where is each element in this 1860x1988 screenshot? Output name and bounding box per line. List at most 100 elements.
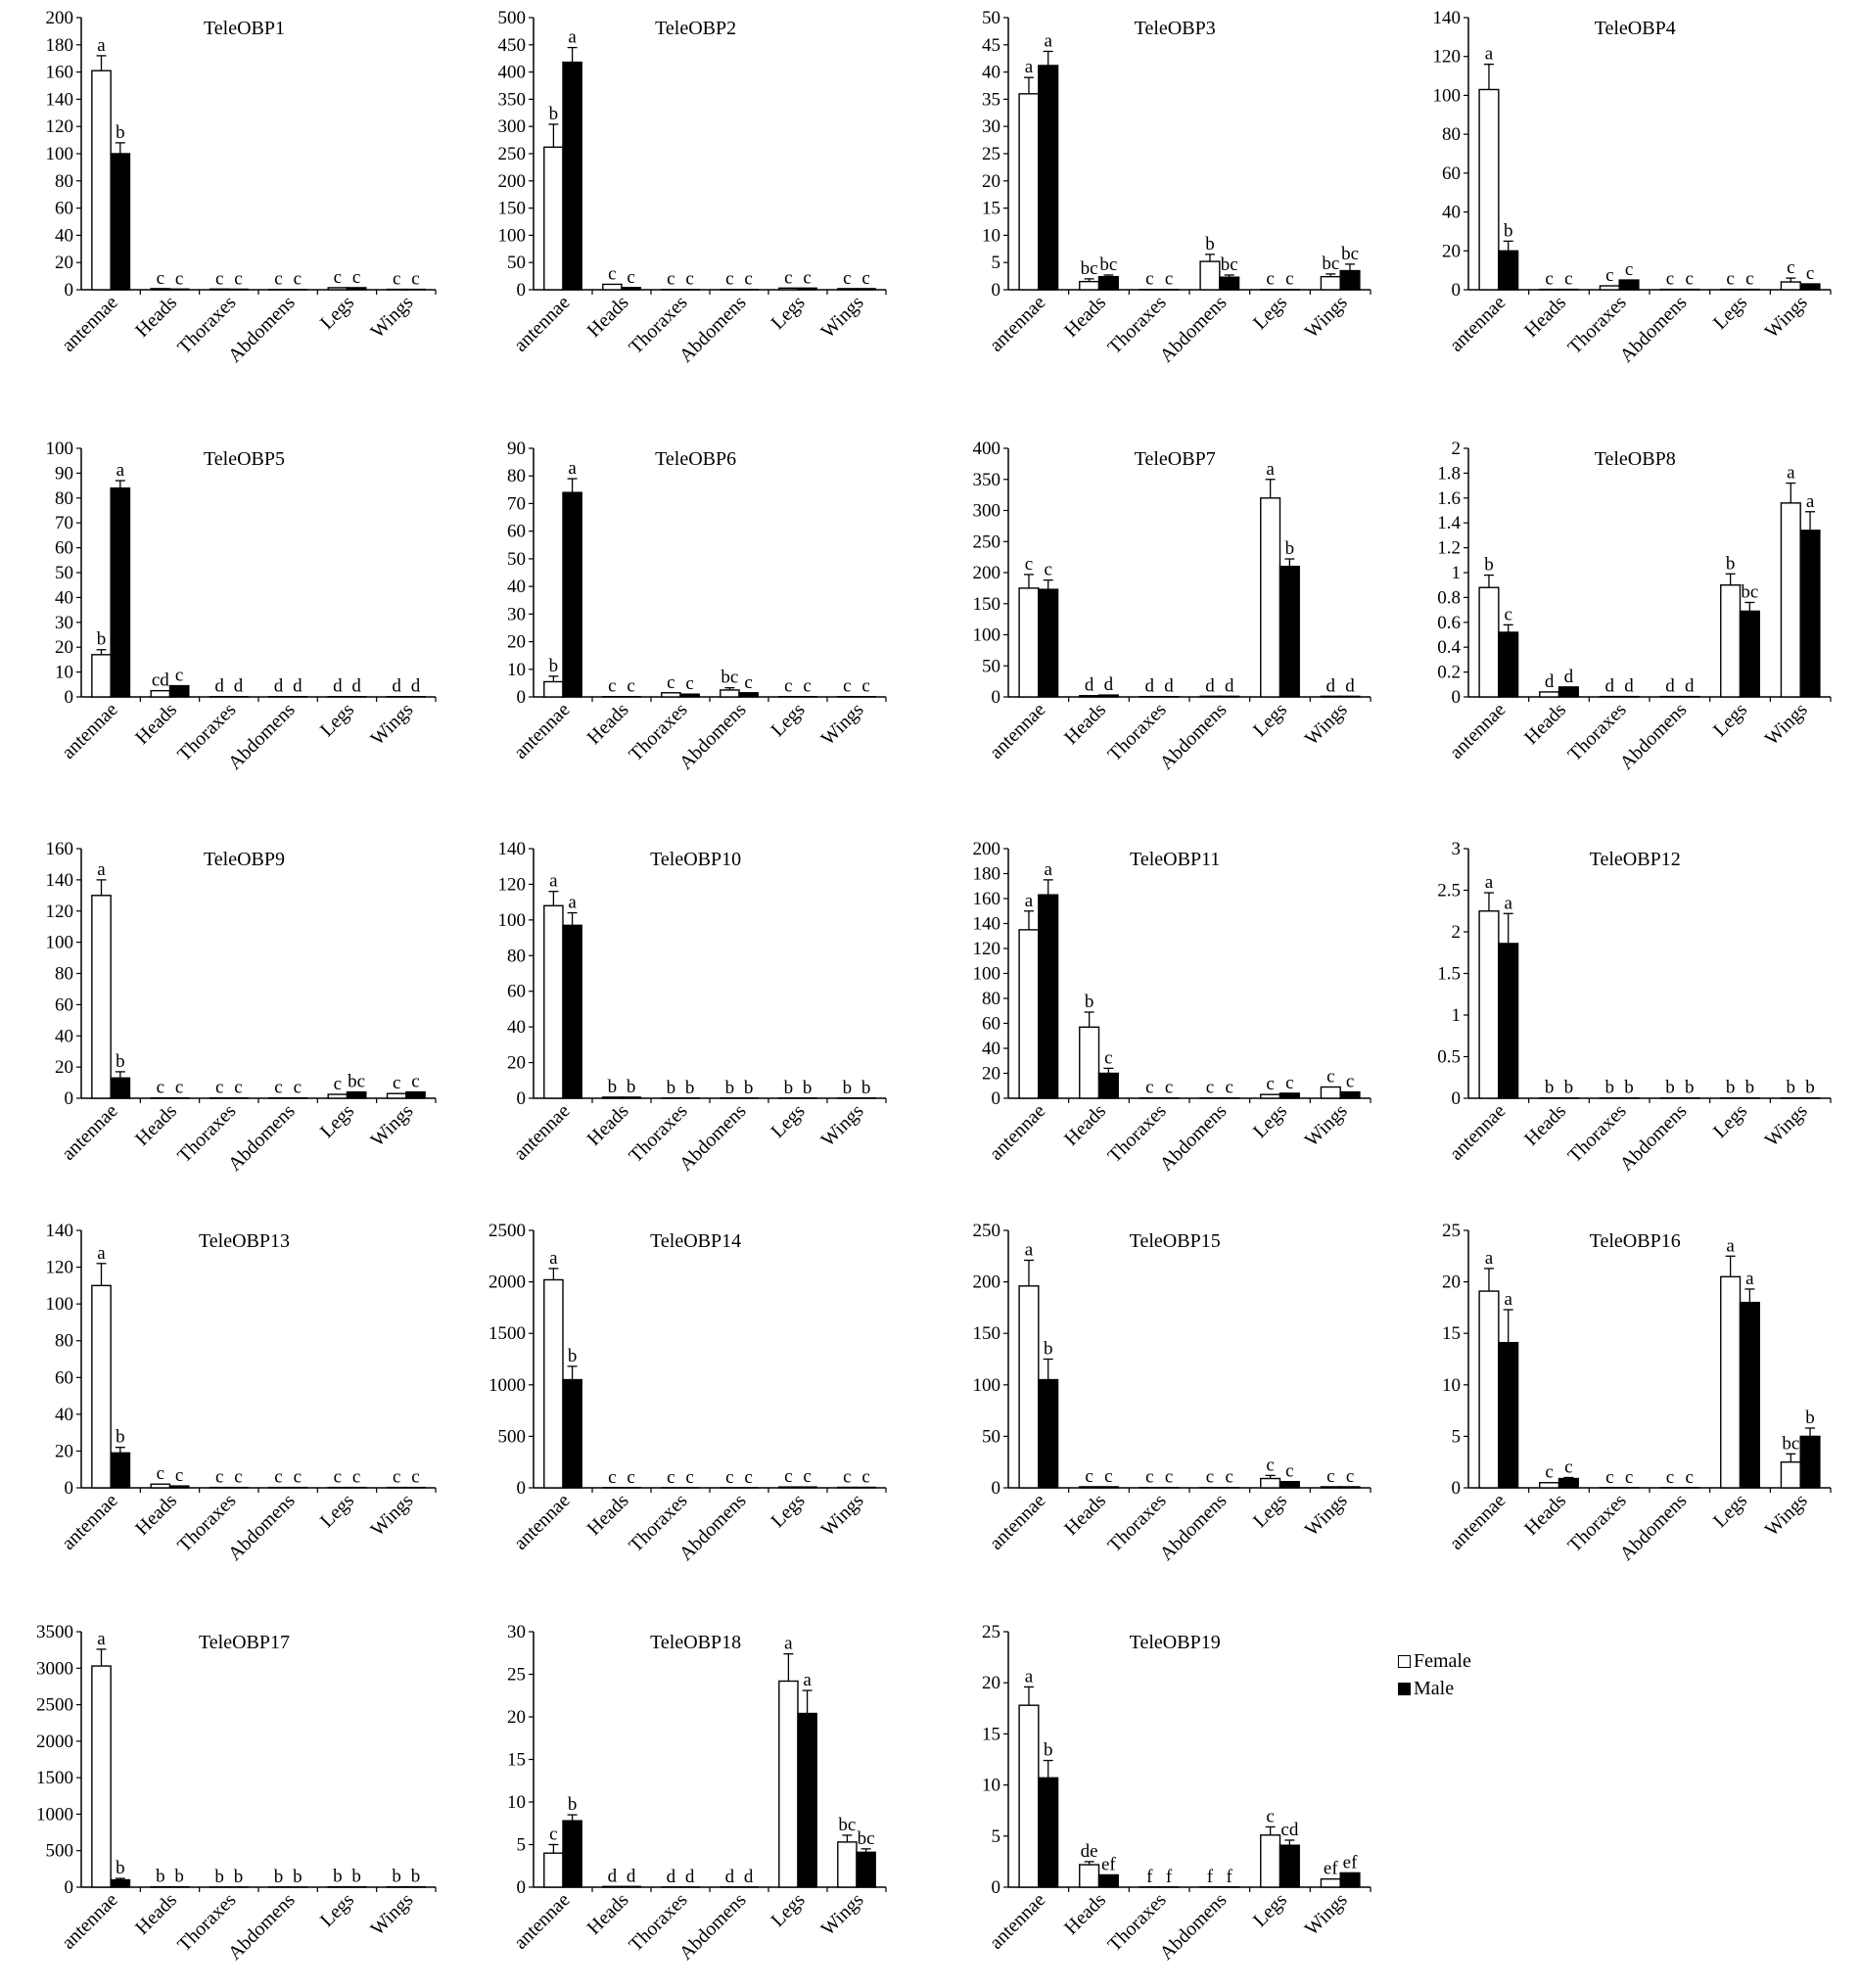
x-tick-label: Legs — [1249, 1889, 1291, 1931]
y-tick-label: 250 — [498, 144, 527, 164]
significance-label: a — [1044, 30, 1052, 51]
significance-label: d — [725, 1867, 735, 1887]
chart-title: TeleOBP13 — [199, 1230, 290, 1252]
bar-male — [168, 288, 190, 291]
bar-female — [837, 1841, 858, 1888]
significance-label: d — [214, 676, 224, 697]
y-tick-label: 10 — [982, 225, 1000, 246]
significance-label: b — [1285, 538, 1295, 559]
bar-male — [1097, 1873, 1119, 1888]
significance-label: c — [1326, 1067, 1334, 1087]
significance-label: c — [1285, 269, 1293, 290]
y-tick-label: 400 — [973, 439, 1001, 459]
chart-title: TeleOBP16 — [1590, 1230, 1681, 1252]
significance-label: b — [1665, 1078, 1675, 1098]
significance-label: b — [568, 1346, 578, 1366]
bar-male — [856, 288, 876, 291]
bar-male — [110, 1452, 131, 1489]
bar-female — [1079, 695, 1100, 698]
significance-label: b — [97, 629, 107, 650]
significance-label: c — [1545, 1462, 1553, 1483]
y-tick-label: 90 — [507, 439, 526, 459]
significance-label: c — [843, 676, 851, 697]
y-tick-label: 25 — [982, 144, 1000, 164]
chart-panel-14: 0 500 1000 1500 2000 2500 TeleOBP14 a b antennae c… — [488, 1221, 887, 1565]
y-tick-label: 45 — [982, 35, 1000, 56]
y-tick-label: 0 — [517, 1478, 527, 1499]
x-tick-label: Heads — [1060, 699, 1110, 749]
x-tick-label: Legs — [1709, 1490, 1751, 1532]
x-tick-label: Heads — [131, 1490, 181, 1540]
significance-label: c — [334, 1074, 342, 1094]
significance-label: b — [1805, 1078, 1815, 1098]
x-tick-label: Heads — [583, 1490, 633, 1540]
significance-label: c — [274, 1078, 282, 1098]
significance-label: c — [1605, 265, 1613, 286]
bar-male — [562, 1378, 582, 1489]
significance-label: d — [1545, 671, 1555, 692]
y-tick-label: 120 — [973, 939, 1001, 959]
significance-label: a — [1787, 463, 1795, 484]
y-tick-label: 20 — [55, 637, 73, 658]
significance-label: b — [411, 1867, 421, 1887]
significance-label: c — [1787, 257, 1794, 278]
significance-label: b — [1564, 1078, 1574, 1098]
bar-male — [110, 153, 131, 291]
significance-label: c — [667, 269, 674, 290]
female-swatch — [1398, 1654, 1411, 1668]
y-tick-label: 0 — [1452, 687, 1462, 708]
significance-label: c — [1145, 1078, 1153, 1098]
y-tick-label: 0 — [65, 1088, 74, 1109]
x-tick-label: Legs — [1709, 292, 1751, 334]
y-tick-label: 300 — [973, 501, 1001, 522]
chart-panel-9: 0 20 40 60 80 100 120 140 160 TeleOBP9 a b antennae c… — [46, 839, 437, 1176]
y-tick-label: 1.6 — [1437, 488, 1461, 509]
y-tick-label: 60 — [507, 522, 526, 542]
y-tick-label: 0 — [517, 1088, 527, 1109]
y-tick-label: 1500 — [488, 1323, 526, 1344]
bar-male — [1038, 894, 1059, 1099]
significance-label: c — [1346, 1072, 1354, 1092]
significance-label: b — [1085, 992, 1094, 1012]
significance-label: cd — [152, 670, 169, 691]
x-tick-label: Abdomens — [1156, 1889, 1232, 1965]
significance-label: c — [1145, 269, 1153, 290]
x-tick-label: Legs — [1709, 699, 1751, 741]
significance-label: c — [685, 1467, 693, 1488]
bar-female — [1260, 1093, 1281, 1099]
bar-female — [1599, 285, 1620, 291]
x-tick-label: Heads — [1060, 292, 1110, 342]
y-tick-label: 100 — [46, 1294, 74, 1315]
chart-title: TeleOBP10 — [650, 849, 741, 870]
y-tick-label: 0 — [1452, 280, 1462, 301]
significance-label: d — [744, 1867, 754, 1887]
x-tick-label: Legs — [1709, 1100, 1751, 1142]
y-tick-label: 60 — [55, 538, 73, 559]
significance-label: d — [627, 1866, 636, 1886]
significance-label: c — [175, 1465, 183, 1486]
y-tick-label: 500 — [498, 8, 527, 28]
y-tick-label: 70 — [55, 513, 73, 533]
bar-male — [1339, 1486, 1361, 1489]
bar-male — [110, 486, 131, 698]
y-tick-label: 200 — [973, 563, 1001, 583]
bar-female — [1780, 502, 1801, 698]
significance-label: c — [1165, 1467, 1173, 1488]
y-tick-label: 80 — [55, 1331, 73, 1352]
y-tick-label: 500 — [498, 1426, 527, 1447]
significance-label: b — [549, 104, 559, 124]
y-tick-label: 160 — [973, 889, 1001, 909]
significance-label: a — [1025, 1666, 1034, 1687]
bar-male — [1038, 65, 1059, 291]
bar-male — [168, 1485, 190, 1489]
bar-male — [110, 1077, 131, 1099]
x-tick-label: Wings — [1761, 699, 1812, 750]
y-tick-label: 100 — [973, 1375, 1001, 1396]
x-tick-label: Heads — [1520, 292, 1570, 342]
significance-label: d — [333, 676, 343, 697]
bar-female — [1018, 929, 1040, 1099]
chart-panel-1: 0 20 40 60 80 100 120 140 160 180 200 TeleOBP1 a b ant… — [46, 8, 437, 367]
bar-female — [91, 1665, 112, 1888]
y-tick-label: 100 — [1433, 85, 1462, 106]
